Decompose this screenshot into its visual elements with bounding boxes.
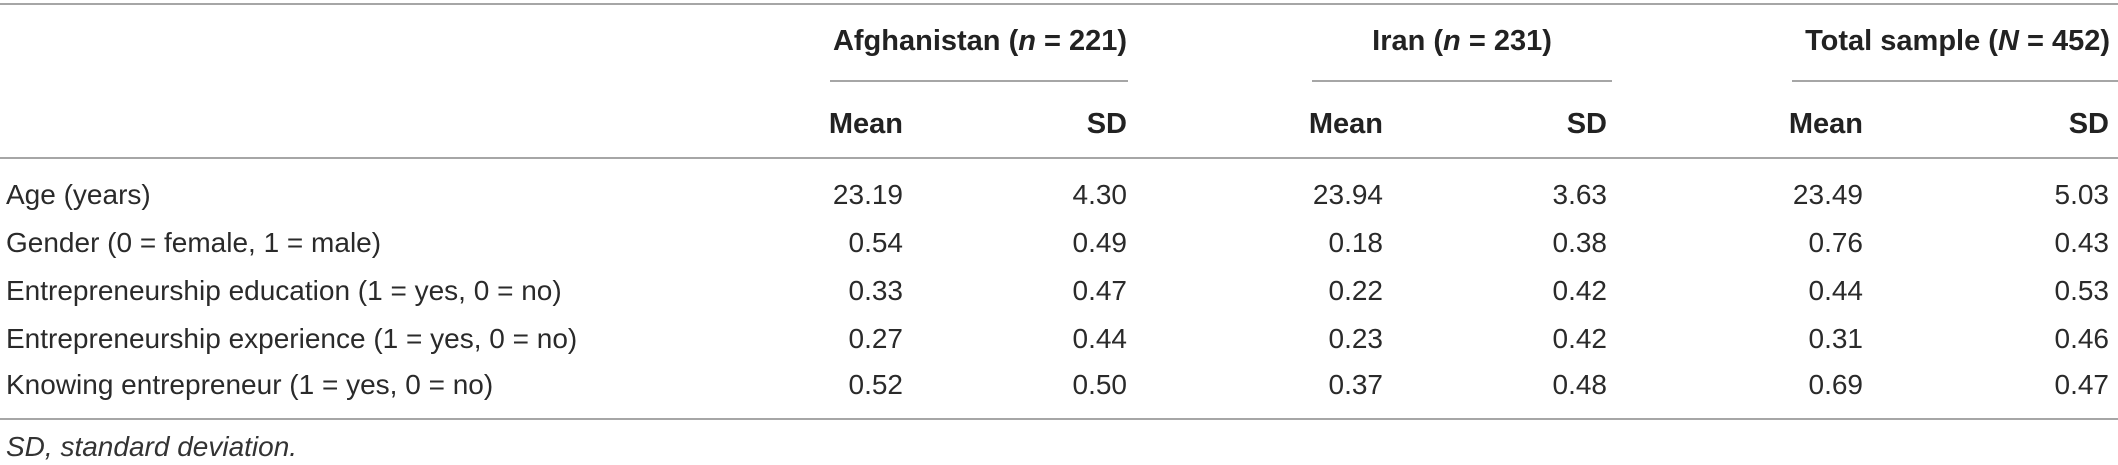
row-label-knowing-entrepreneur: Knowing entrepreneur (1 = yes, 0 = no) <box>6 369 494 400</box>
group-header-iran: Iran (n = 231) <box>1312 27 1612 56</box>
row-label-education: Entrepreneurship education (1 = yes, 0 =… <box>6 275 562 306</box>
cell-experience-iran-mean: 0.23 <box>1328 323 1384 354</box>
cell-experience-total-sd: 0.46 <box>2054 323 2110 354</box>
cell-knowing-afghanistan-mean: 0.52 <box>848 369 904 400</box>
group-header-n-label: n <box>1443 25 1461 57</box>
cell-age-total-mean: 23.49 <box>1792 179 1863 210</box>
row-label-gender: Gender (0 = female, 1 = male) <box>6 227 382 258</box>
subheader-iran-sd: SD <box>1566 108 1607 140</box>
header-bottom-rule <box>0 157 2118 159</box>
group-header-suffix: = 452) <box>2018 25 2110 57</box>
cell-experience-afghanistan-sd: 0.44 <box>1072 323 1128 354</box>
row-label-age: Age (years) <box>6 179 151 210</box>
total-group-rule <box>1792 80 2118 82</box>
cell-education-iran-sd: 0.42 <box>1552 275 1608 306</box>
cell-education-total-sd: 0.53 <box>2054 275 2110 306</box>
cell-gender-afghanistan-sd: 0.49 <box>1072 227 1128 258</box>
table-footnote: SD, standard deviation. <box>6 431 298 462</box>
cell-age-total-sd: 5.03 <box>2054 179 2110 210</box>
group-header-afghanistan: Afghanistan (n = 221) <box>830 27 1130 56</box>
cell-knowing-iran-mean: 0.37 <box>1328 369 1384 400</box>
cell-age-iran-sd: 3.63 <box>1552 179 1608 210</box>
cell-knowing-total-sd: 0.47 <box>2054 369 2110 400</box>
subheader-total-mean: Mean <box>1788 108 1863 140</box>
subheader-afghanistan-sd: SD <box>1086 108 1127 140</box>
group-header-n-label: n <box>1018 25 1036 57</box>
cell-age-iran-mean: 23.94 <box>1312 179 1383 210</box>
cell-education-afghanistan-mean: 0.33 <box>848 275 904 306</box>
cell-experience-total-mean: 0.31 <box>1808 323 1864 354</box>
group-header-suffix: = 231) <box>1460 25 1552 57</box>
row-label-experience: Entrepreneurship experience (1 = yes, 0 … <box>6 323 578 354</box>
group-header-suffix: = 221) <box>1035 25 1128 57</box>
cell-gender-iran-mean: 0.18 <box>1328 227 1384 258</box>
cell-experience-afghanistan-mean: 0.27 <box>848 323 904 354</box>
cell-education-afghanistan-sd: 0.47 <box>1072 275 1128 306</box>
cell-gender-total-mean: 0.76 <box>1808 227 1864 258</box>
table-top-rule <box>0 3 2118 5</box>
group-header-n-label: N <box>1997 25 2019 57</box>
cell-gender-afghanistan-mean: 0.54 <box>848 227 904 258</box>
cell-education-total-mean: 0.44 <box>1808 275 1864 306</box>
subheader-afghanistan-mean: Mean <box>828 108 903 140</box>
cell-age-afghanistan-mean: 23.19 <box>832 179 903 210</box>
cell-knowing-total-mean: 0.69 <box>1808 369 1864 400</box>
group-header-total: Total sample (N = 452) <box>1700 27 2110 56</box>
cell-gender-total-sd: 0.43 <box>2054 227 2110 258</box>
afghanistan-group-rule <box>830 80 1128 82</box>
iran-group-rule <box>1312 80 1612 82</box>
cell-knowing-afghanistan-sd: 0.50 <box>1072 369 1128 400</box>
cell-age-afghanistan-sd: 4.30 <box>1072 179 1128 210</box>
group-header-prefix: Afghanistan ( <box>832 25 1019 57</box>
group-header-prefix: Iran ( <box>1372 25 1444 57</box>
cell-education-iran-mean: 0.22 <box>1328 275 1384 306</box>
group-header-prefix: Total sample ( <box>1805 25 1998 57</box>
subheader-iran-mean: Mean <box>1308 108 1383 140</box>
subheader-total-sd: SD <box>2068 108 2109 140</box>
cell-knowing-iran-sd: 0.48 <box>1552 369 1608 400</box>
cell-gender-iran-sd: 0.38 <box>1552 227 1608 258</box>
table-bottom-rule <box>0 418 2118 420</box>
cell-experience-iran-sd: 0.42 <box>1552 323 1608 354</box>
